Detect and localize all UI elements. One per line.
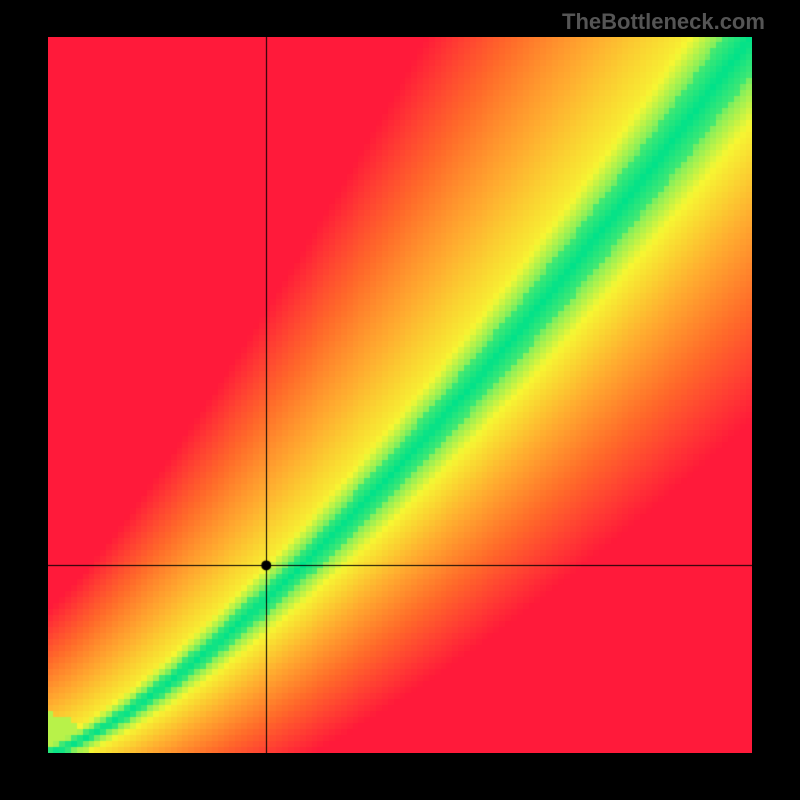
watermark-text: TheBottleneck.com <box>562 9 765 35</box>
figure-container: TheBottleneck.com <box>0 0 800 800</box>
bottleneck-heatmap-canvas <box>48 37 752 753</box>
